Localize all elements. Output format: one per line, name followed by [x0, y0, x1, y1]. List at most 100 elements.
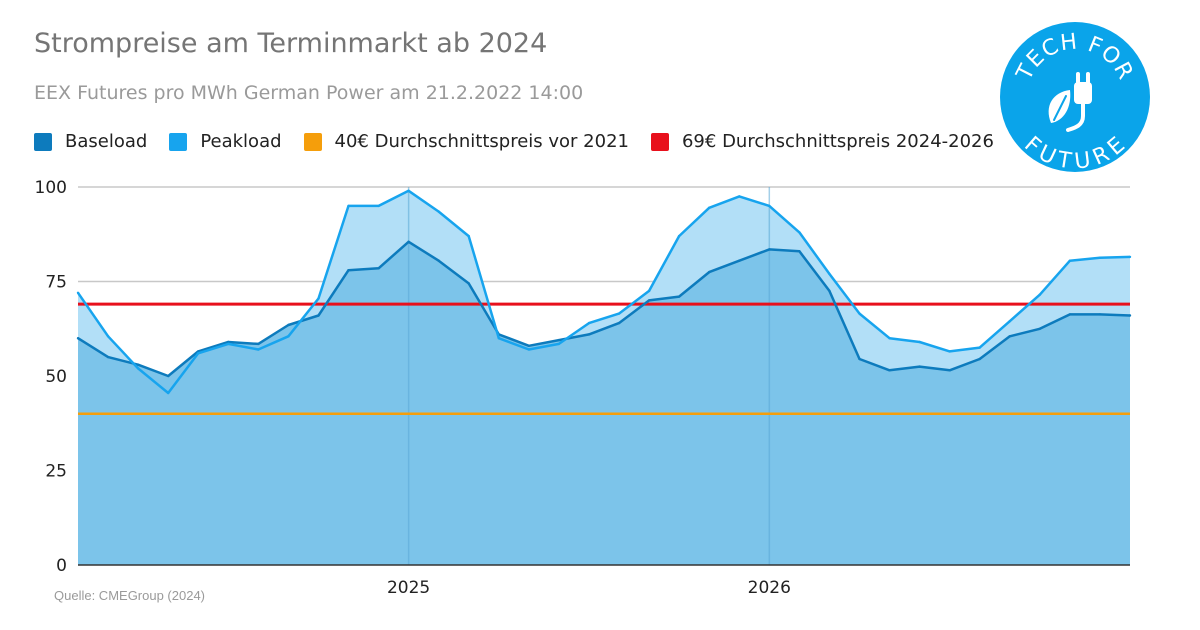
point-peakload-2025-08	[647, 289, 651, 293]
series-lines	[76, 189, 1132, 395]
legend-item-avg-before-2021[interactable]: 40€ Durchschnittspreis vor 2021	[303, 131, 629, 152]
point-baseload-2024-09	[317, 314, 320, 317]
point-baseload-2026-02	[828, 289, 831, 293]
point-peakload-2024-11	[377, 204, 380, 208]
legend: Baseload Peakload 40€ Durchschnittspreis…	[34, 131, 994, 152]
point-peakload-2026-01	[798, 231, 801, 234]
point-peakload-2024-01	[76, 291, 80, 294]
legend-label-peakload: Peakload	[200, 131, 282, 152]
point-baseload-2024-08	[287, 323, 290, 327]
point-peakload-2025-01	[437, 210, 440, 213]
point-baseload-2025-11	[738, 259, 741, 262]
point-peakload-2024-06	[227, 342, 230, 346]
legend-swatch-avg-before-2021	[303, 132, 322, 151]
point-peakload-2026-08	[1008, 320, 1011, 323]
point-baseload-2026-04	[888, 369, 891, 372]
point-baseload-2026-09	[1038, 327, 1042, 330]
point-baseload-2026-10	[1068, 313, 1072, 316]
point-baseload-2024-04	[167, 374, 170, 378]
point-baseload-2026-01	[798, 250, 801, 253]
point-baseload-2024-03	[136, 363, 140, 366]
point-peakload-2024-05	[197, 352, 200, 355]
point-baseload-2025-12	[768, 248, 771, 251]
point-baseload-2026-12	[1128, 314, 1132, 317]
point-baseload-2026-07	[978, 357, 981, 361]
point-baseload-2025-10	[708, 270, 711, 274]
point-baseload-2024-01	[76, 337, 80, 340]
point-peakload-2024-10	[347, 204, 350, 208]
point-peakload-2024-04	[167, 391, 170, 395]
y-tick-label-25: 25	[45, 462, 67, 482]
legend-item-peakload[interactable]: Peakload	[169, 131, 282, 152]
y-tick-label-75: 75	[45, 273, 67, 293]
point-baseload-2024-10	[347, 269, 350, 272]
chart-title: Strompreise am Terminmarkt ab 2024	[34, 28, 548, 59]
point-baseload-2024-11	[377, 267, 380, 270]
series-areas	[78, 190, 1130, 566]
reference-lines	[78, 302, 1130, 416]
point-baseload-2026-11	[1098, 313, 1102, 316]
point-peakload-2024-02	[106, 335, 110, 338]
point-peakload-2026-11	[1098, 256, 1102, 259]
x-tick-label-2026: 2026	[748, 578, 791, 598]
legend-label-avg-2024-2026: 69€ Durchschnittspreis 2024-2026	[681, 131, 994, 152]
y-tick-label-50: 50	[45, 367, 67, 387]
point-peakload-2025-02	[467, 234, 470, 238]
point-peakload-2025-04	[527, 348, 531, 351]
area-baseload	[78, 241, 1130, 566]
point-baseload-2026-05	[918, 365, 921, 368]
point-baseload-2025-09	[677, 295, 681, 298]
axes: 0 25 50 75 100 2025 2026	[35, 178, 1130, 598]
legend-swatch-avg-2024-2026	[650, 132, 669, 151]
point-baseload-2025-05	[557, 338, 561, 342]
source-note: Quelle: CMEGroup (2024)	[54, 588, 206, 603]
point-peakload-2024-03	[136, 367, 140, 370]
point-peakload-2026-05	[918, 340, 921, 344]
point-peakload-2026-10	[1068, 259, 1072, 262]
point-baseload-2025-04	[527, 344, 531, 347]
point-peakload-2024-08	[287, 335, 290, 338]
point-peakload-2025-05	[557, 342, 561, 346]
x-tick-label-2025: 2025	[387, 578, 430, 598]
point-peakload-2026-07	[978, 346, 981, 349]
point-baseload-2025-06	[587, 333, 591, 336]
point-peakload-2026-09	[1038, 293, 1042, 296]
line-baseload	[77, 240, 1131, 378]
y-tick-label-0: 0	[56, 556, 67, 576]
y-tick-label-100: 100	[35, 178, 67, 198]
line-peakload	[76, 189, 1131, 395]
point-peakload-2024-07	[257, 348, 260, 351]
point-baseload-2026-08	[1008, 335, 1011, 338]
point-peakload-2026-03	[858, 312, 861, 315]
point-peakload-2026-02	[828, 272, 831, 276]
point-baseload-2025-08	[647, 299, 651, 302]
legend-label-baseload: Baseload	[65, 131, 148, 152]
legend-label-avg-before-2021: 40€ Durchschnittspreis vor 2021	[334, 131, 629, 152]
point-baseload-2024-12	[407, 240, 410, 243]
point-peakload-2024-09	[317, 297, 320, 300]
tech-for-future-logo: TECH FOR FUTURE	[1000, 22, 1150, 174]
point-peakload-2025-12	[768, 204, 771, 208]
point-peakload-2025-10	[708, 206, 711, 209]
point-baseload-2026-06	[948, 369, 951, 372]
leaf-plug-icon	[1048, 72, 1092, 132]
point-baseload-2025-02	[467, 282, 470, 285]
point-baseload-2024-07	[257, 342, 260, 346]
point-baseload-2024-06	[227, 340, 230, 344]
point-peakload-2026-06	[948, 350, 951, 353]
point-peakload-2025-07	[617, 312, 621, 315]
point-peakload-2026-04	[888, 337, 891, 340]
point-peakload-2025-03	[497, 337, 500, 340]
legend-item-baseload[interactable]: Baseload	[34, 131, 147, 152]
point-baseload-2026-03	[858, 357, 861, 361]
point-peakload-2025-06	[587, 321, 591, 325]
point-baseload-2025-07	[617, 321, 621, 325]
chart-subtitle: EEX Futures pro MWh German Power am 21.2…	[34, 82, 584, 104]
legend-swatch-baseload	[34, 132, 52, 151]
point-peakload-2025-11	[738, 195, 741, 198]
legend-item-avg-2024-2026[interactable]: 69€ Durchschnittspreis 2024-2026	[650, 131, 994, 152]
point-baseload-2025-01	[437, 259, 440, 262]
point-peakload-2024-12	[407, 189, 410, 192]
point-peakload-2025-09	[677, 234, 681, 238]
